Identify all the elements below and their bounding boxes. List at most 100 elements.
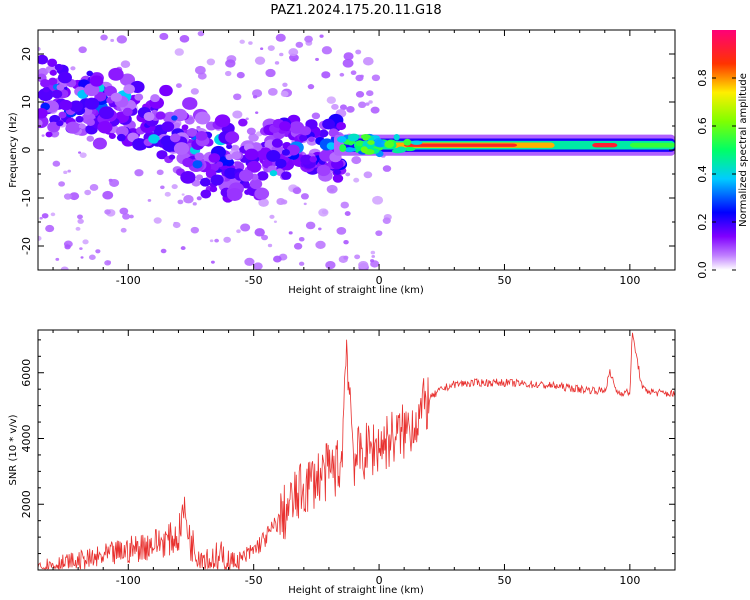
spectrogram-cell	[95, 249, 101, 254]
spectrogram-cell	[195, 131, 208, 141]
spectrogram-cell	[298, 237, 305, 242]
spectrogram-cell	[58, 71, 72, 84]
spectrogram-cell	[77, 214, 83, 220]
spectrogram-cell	[410, 140, 423, 145]
spectrogram-cell	[236, 71, 245, 79]
spectrogram-cell	[160, 185, 165, 190]
spectrogram-cell	[160, 248, 167, 254]
spectrogram-cell	[367, 140, 375, 145]
spectrogram-cell	[318, 208, 329, 217]
x-tick-label: -50	[245, 574, 263, 587]
spectrogram-cell	[159, 32, 169, 41]
spectrogram-cell	[116, 35, 128, 44]
y-tick-label: 0	[20, 147, 33, 154]
spectrogram-cell	[129, 214, 134, 219]
spectrogram-cell	[257, 171, 269, 181]
spectrogram-cell	[322, 118, 336, 130]
spectrogram-cell	[214, 238, 219, 243]
spectrogram-cell	[275, 33, 286, 42]
spectrogram-cell	[253, 262, 263, 270]
spectrogram-cell	[321, 46, 333, 55]
spectrogram-cell	[78, 151, 82, 154]
spectrogram-cell	[358, 101, 367, 109]
spectrogram-cell	[104, 209, 111, 215]
spectrogram-cell	[79, 152, 87, 158]
spectrogram-cell	[299, 126, 312, 136]
spectrogram-cell	[384, 140, 395, 149]
x-tick-label: -50	[245, 274, 263, 287]
spectrogram-cell	[274, 61, 280, 65]
spectrogram-cell	[372, 195, 384, 205]
spectrogram-cell	[366, 90, 374, 97]
spectrogram-cell	[84, 97, 100, 110]
spectrogram-cell	[326, 142, 336, 150]
spectrogram-cell	[84, 189, 92, 196]
spectrogram-cell	[362, 56, 374, 66]
spectrogram-cell	[181, 193, 185, 196]
spectrogram-cell	[190, 88, 199, 95]
spectrogram-cell	[58, 181, 66, 187]
spectrogram-cell	[360, 133, 371, 140]
spectrogram-cell	[59, 99, 73, 111]
spectrogram-cell	[244, 257, 255, 266]
spectrogram-cell	[164, 191, 171, 197]
spectrogram-heat-layer	[38, 30, 675, 270]
spectrogram-cell	[255, 111, 259, 114]
spectrogram-cell	[120, 227, 127, 233]
spectrogram-cell	[89, 184, 99, 191]
spectrogram-cell	[108, 67, 124, 81]
spectrogram-cell	[299, 134, 308, 142]
spectrogram-cell	[47, 58, 58, 67]
spectrogram-cell	[224, 70, 232, 77]
spectrogram-cell	[371, 255, 376, 258]
spectrogram-cell	[280, 90, 289, 98]
snr-series-line	[38, 332, 675, 570]
spectrogram-cell	[370, 250, 376, 255]
snr-panel: -100 -50 0 50 100 2000 4000 6000 Height of str…	[8, 329, 676, 596]
x-tick-label: 100	[619, 574, 640, 587]
spectrogram-cell	[339, 144, 347, 152]
spectrogram-cell	[115, 126, 129, 137]
spectrogram-cell	[346, 105, 355, 113]
spectrogram-cell	[69, 192, 80, 201]
y-tick-label: -20	[20, 237, 33, 255]
spectrogram-cell	[224, 167, 238, 179]
spectrogram-cell	[54, 63, 64, 71]
spectrogram-cell	[370, 259, 375, 263]
spectrogram-cell	[63, 170, 68, 175]
spectrogram-cell	[267, 243, 273, 248]
snr-y-ticks: 2000 4000 6000	[20, 339, 675, 555]
spectrogram-cell	[238, 118, 248, 127]
spectrogram-cell	[374, 139, 386, 148]
spectrogram-cell	[208, 153, 221, 163]
spectrogram-cell	[171, 115, 178, 121]
snr-x-ticks: -100 -50 0 50 100	[52, 330, 656, 587]
spectrogram-cell	[318, 227, 322, 231]
spectrogram-cell	[223, 236, 231, 243]
spectrogram-cell	[336, 136, 347, 143]
spectrogram-cell	[156, 169, 164, 176]
spectrogram-cell	[94, 91, 107, 102]
spectrogram-cell	[153, 217, 162, 224]
spectrogram-cell	[110, 92, 123, 103]
spectrogram-cell	[38, 46, 41, 52]
spectrogram-cell	[309, 156, 318, 163]
spectrogram-cell	[273, 220, 277, 223]
spectrogram-cell	[123, 84, 135, 94]
spectrogram-cell	[254, 56, 266, 65]
spectrogram-cell	[363, 171, 373, 179]
spectrogram-cell	[194, 111, 211, 125]
spectrogram-cell	[368, 100, 373, 104]
spectrogram-cell	[70, 66, 76, 71]
spectrogram-cell	[42, 86, 50, 93]
spectrogram-cell	[78, 123, 86, 129]
spectrogram-cell	[132, 138, 148, 151]
spectrogram-cell	[38, 235, 42, 241]
spectrogram-cell	[175, 83, 182, 88]
spectrogram-cell	[238, 169, 254, 182]
spectrogram-cell	[215, 161, 224, 168]
spectrogram-cell	[86, 118, 95, 126]
spectrogram-cell	[55, 257, 60, 261]
spectrogram-cell	[209, 186, 218, 193]
